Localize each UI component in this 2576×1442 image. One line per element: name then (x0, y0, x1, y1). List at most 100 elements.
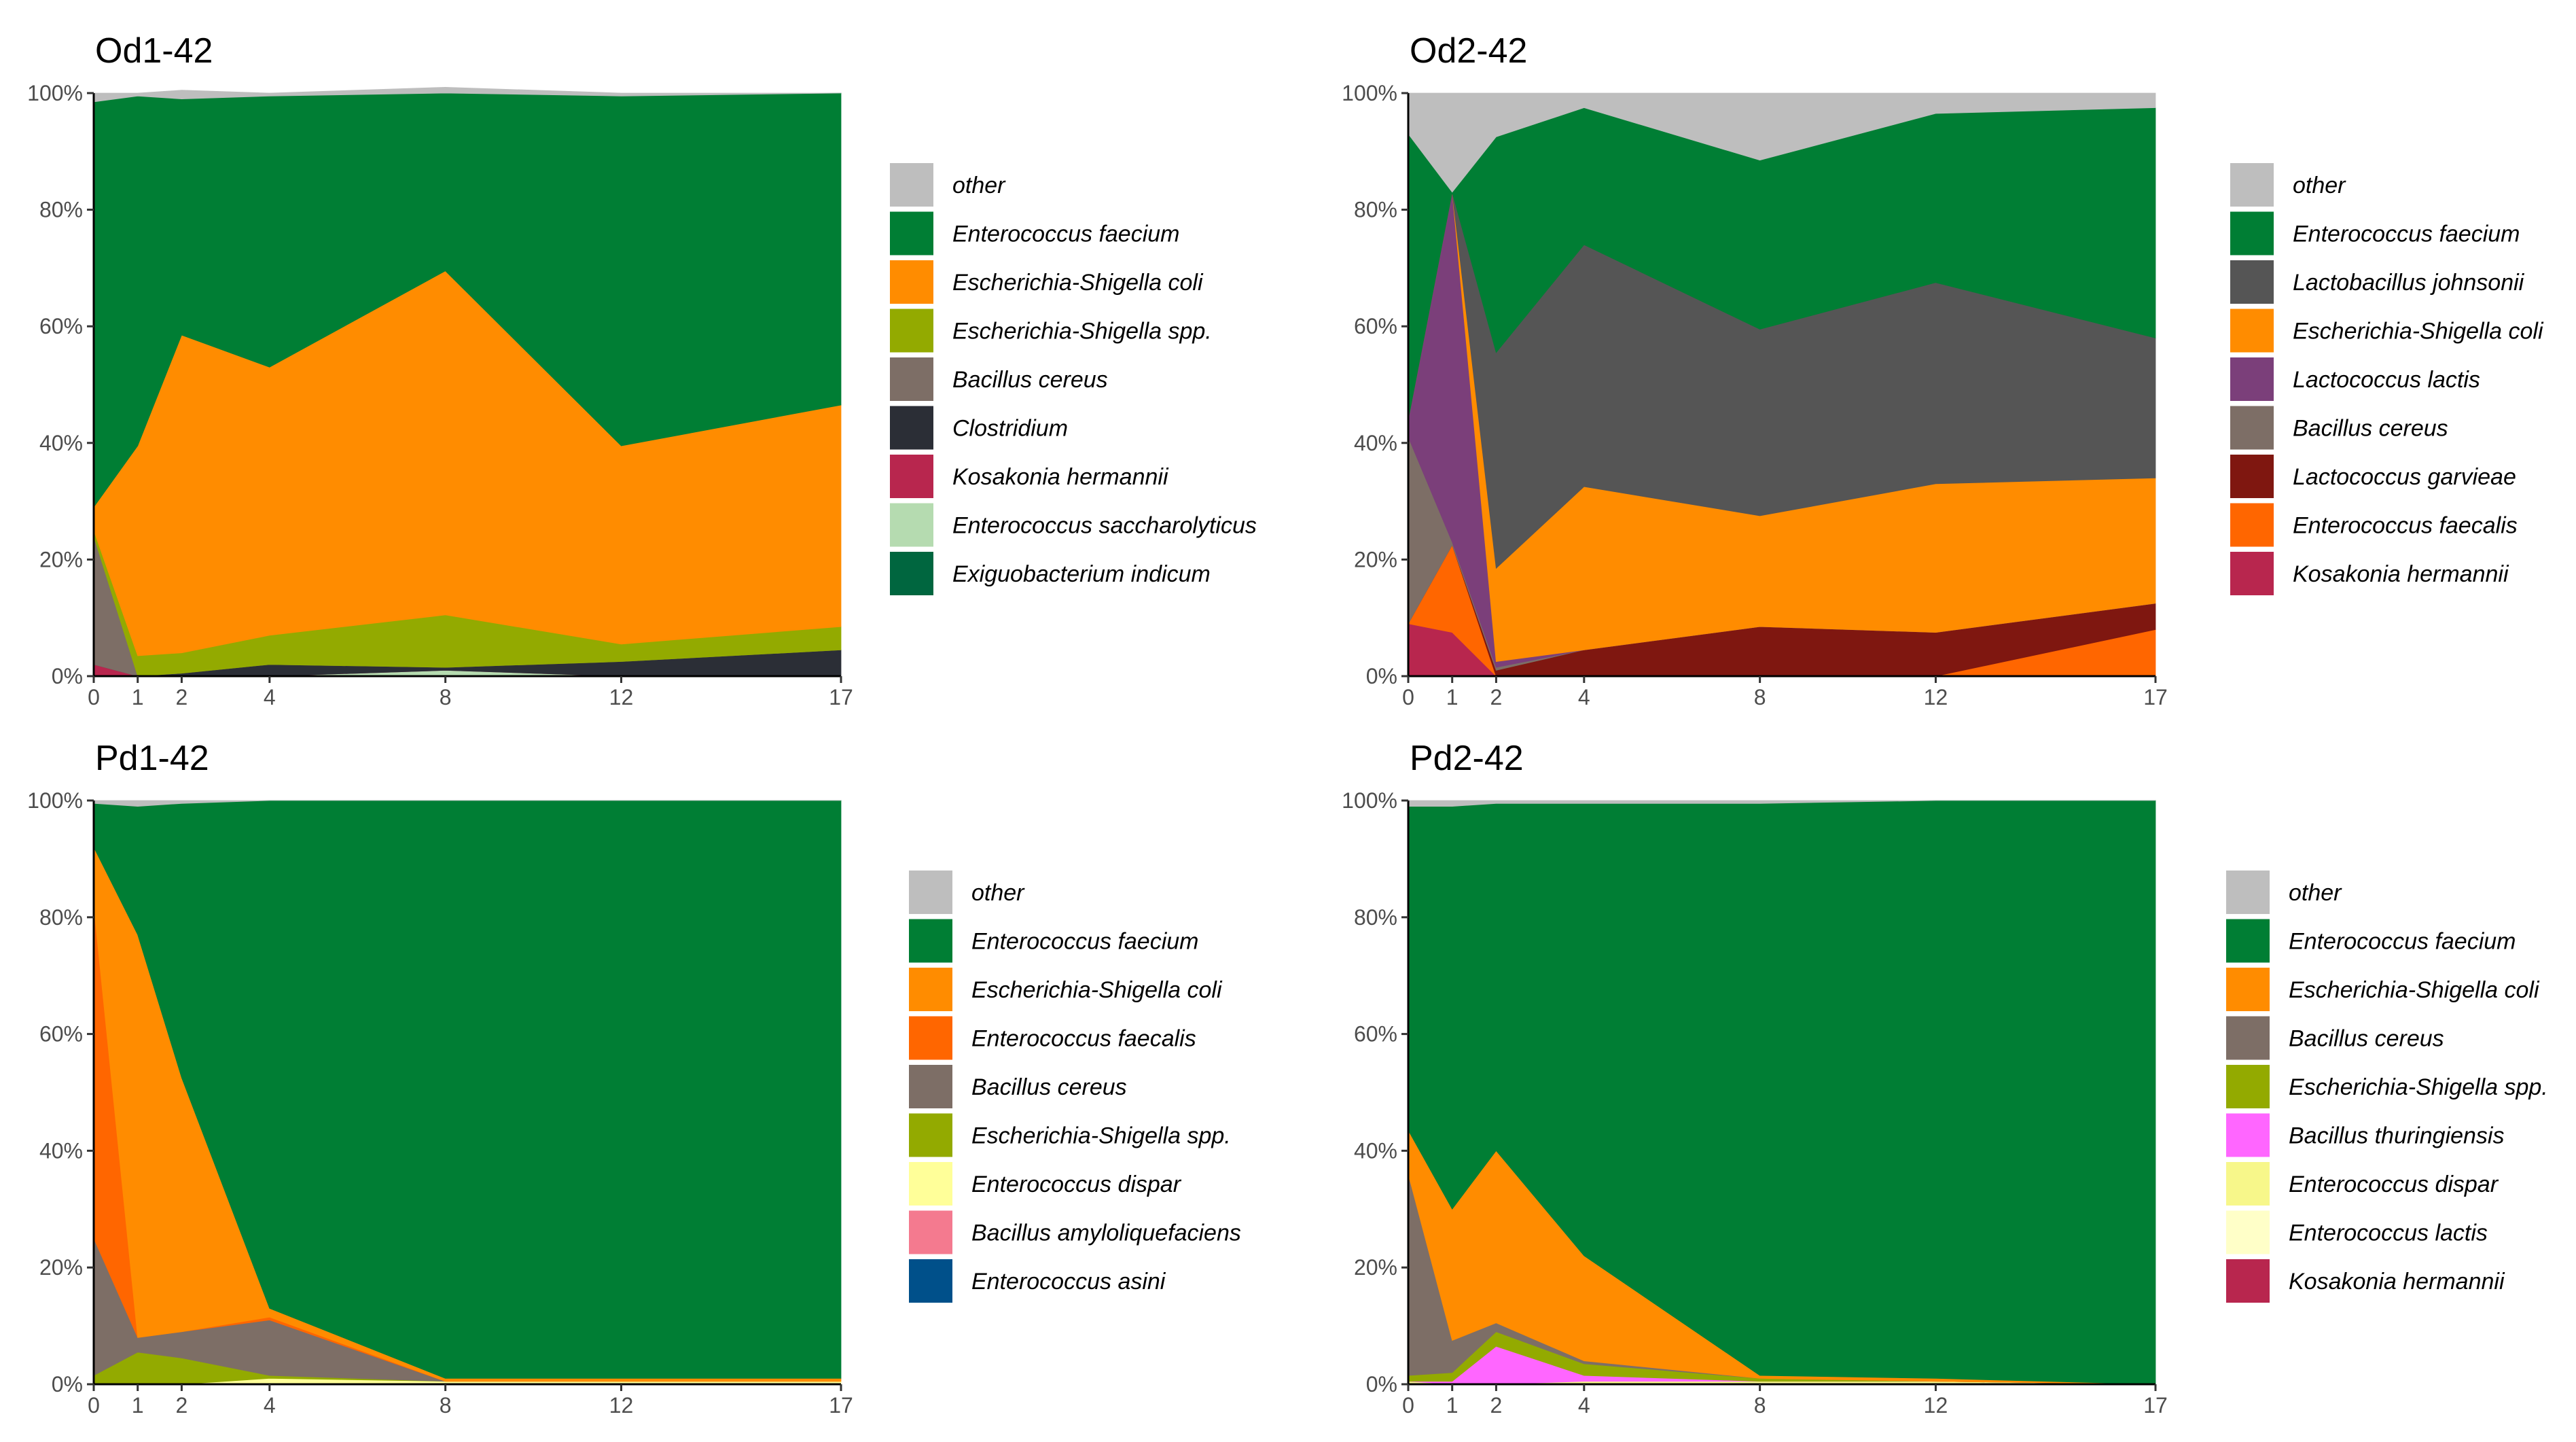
legend-label-enterococcus-faecalis: Enterococcus faecalis (2293, 513, 2518, 539)
panel-pd2-42: Pd2-420%20%40%60%80%100%0 1 2 4 8 12 17otherEn… (1342, 739, 2548, 1418)
legend-label-enterococcus-faecium: Enterococcus faecium (2289, 929, 2516, 955)
legend-key-lactococcus-lactis (2230, 357, 2274, 401)
legend-key-escherichia-shigella-coli (2230, 309, 2274, 353)
legend-label-enterococcus-faecium: Enterococcus faecium (971, 929, 1199, 955)
legend-key-enterococcus-dispar (909, 1162, 952, 1206)
y-tick-label: 100% (1342, 81, 1397, 105)
area-other (1408, 92, 2156, 193)
legend-label-escherichia-shigella-coli: Escherichia-Shigella coli (2289, 977, 2540, 1003)
x-tick-label: 2 (176, 1393, 188, 1418)
legend-key-escherichia-shigella-coli (2226, 968, 2270, 1011)
legend: other Enterococcus faecium Escherichia-Shi… (909, 871, 1241, 1303)
x-tick-label: 1 (132, 1393, 144, 1418)
x-tick-label: 4 (264, 685, 276, 709)
legend-label-lactococcus-lactis: Lactococcus lactis (2293, 367, 2480, 393)
legend-label-other: other (2293, 173, 2346, 198)
panel-title: Pd1-42 (95, 739, 209, 778)
legend-key-other (890, 163, 933, 207)
y-tick-label: 0% (1366, 1372, 1397, 1396)
y-tick-label: 0% (52, 1372, 83, 1396)
x-tick-label: 8 (1754, 1393, 1766, 1418)
legend-label-bacillus-cereus: Bacillus cereus (2289, 1026, 2444, 1052)
legend-key-kosakonia-hermannii (2230, 552, 2274, 595)
legend-key-escherichia-shigella-spp (2226, 1065, 2270, 1108)
legend-label-other: other (952, 173, 1006, 198)
x-tick-label: 1 (1446, 1393, 1459, 1418)
legend-label-bacillus-thuringiensis: Bacillus thuringiensis (2289, 1123, 2505, 1149)
legend-label-escherichia-shigella-coli: Escherichia-Shigella coli (952, 270, 1204, 296)
legend-key-lactobacillus-johnsonii (2230, 260, 2274, 304)
legend-key-kosakonia-hermannii (2226, 1259, 2270, 1303)
legend-label-enterococcus-asini: Enterococcus asini (971, 1269, 1166, 1295)
legend-key-bacillus-cereus (2226, 1016, 2270, 1060)
legend-key-bacillus-cereus (2230, 406, 2274, 450)
x-tick-label: 0 (88, 685, 100, 709)
x-tick-label: 17 (2143, 685, 2168, 709)
legend-key-other (909, 871, 952, 914)
panel-title: Pd2-42 (1410, 739, 1524, 778)
legend-key-escherichia-shigella-coli (890, 260, 933, 304)
legend-key-clostridium (890, 406, 933, 450)
legend-key-escherichia-shigella-spp (909, 1113, 952, 1157)
legend-key-bacillus-cereus (909, 1065, 952, 1108)
panel-title: Od2-42 (1410, 31, 1527, 71)
y-tick-label: 60% (39, 1022, 83, 1047)
x-tick-label: 2 (176, 685, 188, 709)
legend-key-enterococcus-dispar (2226, 1162, 2270, 1206)
legend: other Enterococcus faecium Lactobacillus j… (2230, 163, 2544, 595)
legend-key-enterococcus-faecium (2230, 211, 2274, 256)
x-tick-label: 1 (1446, 685, 1459, 709)
x-tick-label: 8 (440, 1393, 452, 1418)
y-tick-label: 100% (1342, 788, 1397, 813)
legend-label-escherichia-shigella-coli: Escherichia-Shigella coli (2293, 319, 2544, 345)
x-tick-label: 2 (1490, 685, 1503, 709)
legend-label-other: other (2289, 880, 2342, 906)
x-tick-label: 8 (440, 685, 452, 709)
legend-label-escherichia-shigella-spp: Escherichia-Shigella spp. (952, 319, 1212, 345)
legend-label-escherichia-shigella-coli: Escherichia-Shigella coli (971, 977, 1223, 1003)
y-tick-label: 20% (1354, 1255, 1397, 1280)
area-other (1408, 800, 2155, 807)
x-tick-label: 2 (1490, 1393, 1503, 1418)
legend-key-enterococcus-faecalis (2230, 503, 2274, 547)
legend-label-bacillus-cereus: Bacillus cereus (2293, 416, 2448, 442)
x-tick-label: 17 (829, 685, 853, 709)
legend-key-exiguobacterium-indicum (890, 552, 933, 595)
x-tick-label: 0 (1402, 1393, 1414, 1418)
legend-label-escherichia-shigella-spp: Escherichia-Shigella spp. (2289, 1074, 2548, 1100)
legend-label-enterococcus-lactis: Enterococcus lactis (2289, 1220, 2488, 1246)
x-tick-label: 12 (1924, 685, 1948, 709)
legend: other Enterococcus faecium Escherichia-Shi… (2226, 871, 2548, 1303)
y-tick-label: 100% (27, 788, 83, 813)
panel-od1-42: Od1-420%20%40%60%80%100%0 1 2 4 8 12 17otherEn… (27, 31, 1257, 709)
legend-label-enterococcus-saccharolyticus: Enterococcus saccharolyticus (952, 513, 1257, 539)
y-tick-label: 60% (39, 314, 83, 338)
y-tick-label: 60% (1354, 314, 1397, 338)
legend-label-enterococcus-dispar: Enterococcus dispar (971, 1172, 1182, 1197)
legend-key-other (2226, 871, 2270, 914)
y-tick-label: 40% (39, 431, 83, 455)
legend-key-escherichia-shigella-coli (909, 968, 952, 1011)
x-tick-label: 17 (829, 1393, 853, 1418)
legend-label-escherichia-shigella-spp: Escherichia-Shigella spp. (971, 1123, 1231, 1149)
x-tick-label: 8 (1754, 685, 1766, 709)
area-other (93, 800, 841, 807)
y-tick-label: 60% (1354, 1022, 1397, 1047)
x-tick-label: 12 (1924, 1393, 1948, 1418)
legend-label-lactococcus-garvieae: Lactococcus garvieae (2293, 464, 2516, 490)
legend-key-enterococcus-faecium (890, 211, 933, 256)
y-tick-label: 40% (1354, 431, 1397, 455)
legend-key-other (2230, 163, 2274, 207)
y-tick-label: 80% (39, 905, 83, 930)
y-tick-label: 100% (27, 81, 83, 105)
legend-key-bacillus-amyloliquefaciens (909, 1210, 952, 1254)
legend-label-enterococcus-faecalis: Enterococcus faecalis (971, 1026, 1196, 1052)
legend-label-kosakonia-hermannii: Kosakonia hermannii (2293, 561, 2509, 587)
legend-key-enterococcus-faecium (909, 919, 952, 963)
x-tick-label: 4 (264, 1393, 276, 1418)
legend-label-bacillus-cereus: Bacillus cereus (971, 1074, 1127, 1100)
y-tick-label: 80% (1354, 905, 1397, 930)
legend-label-kosakonia-hermannii: Kosakonia hermannii (2289, 1269, 2505, 1295)
